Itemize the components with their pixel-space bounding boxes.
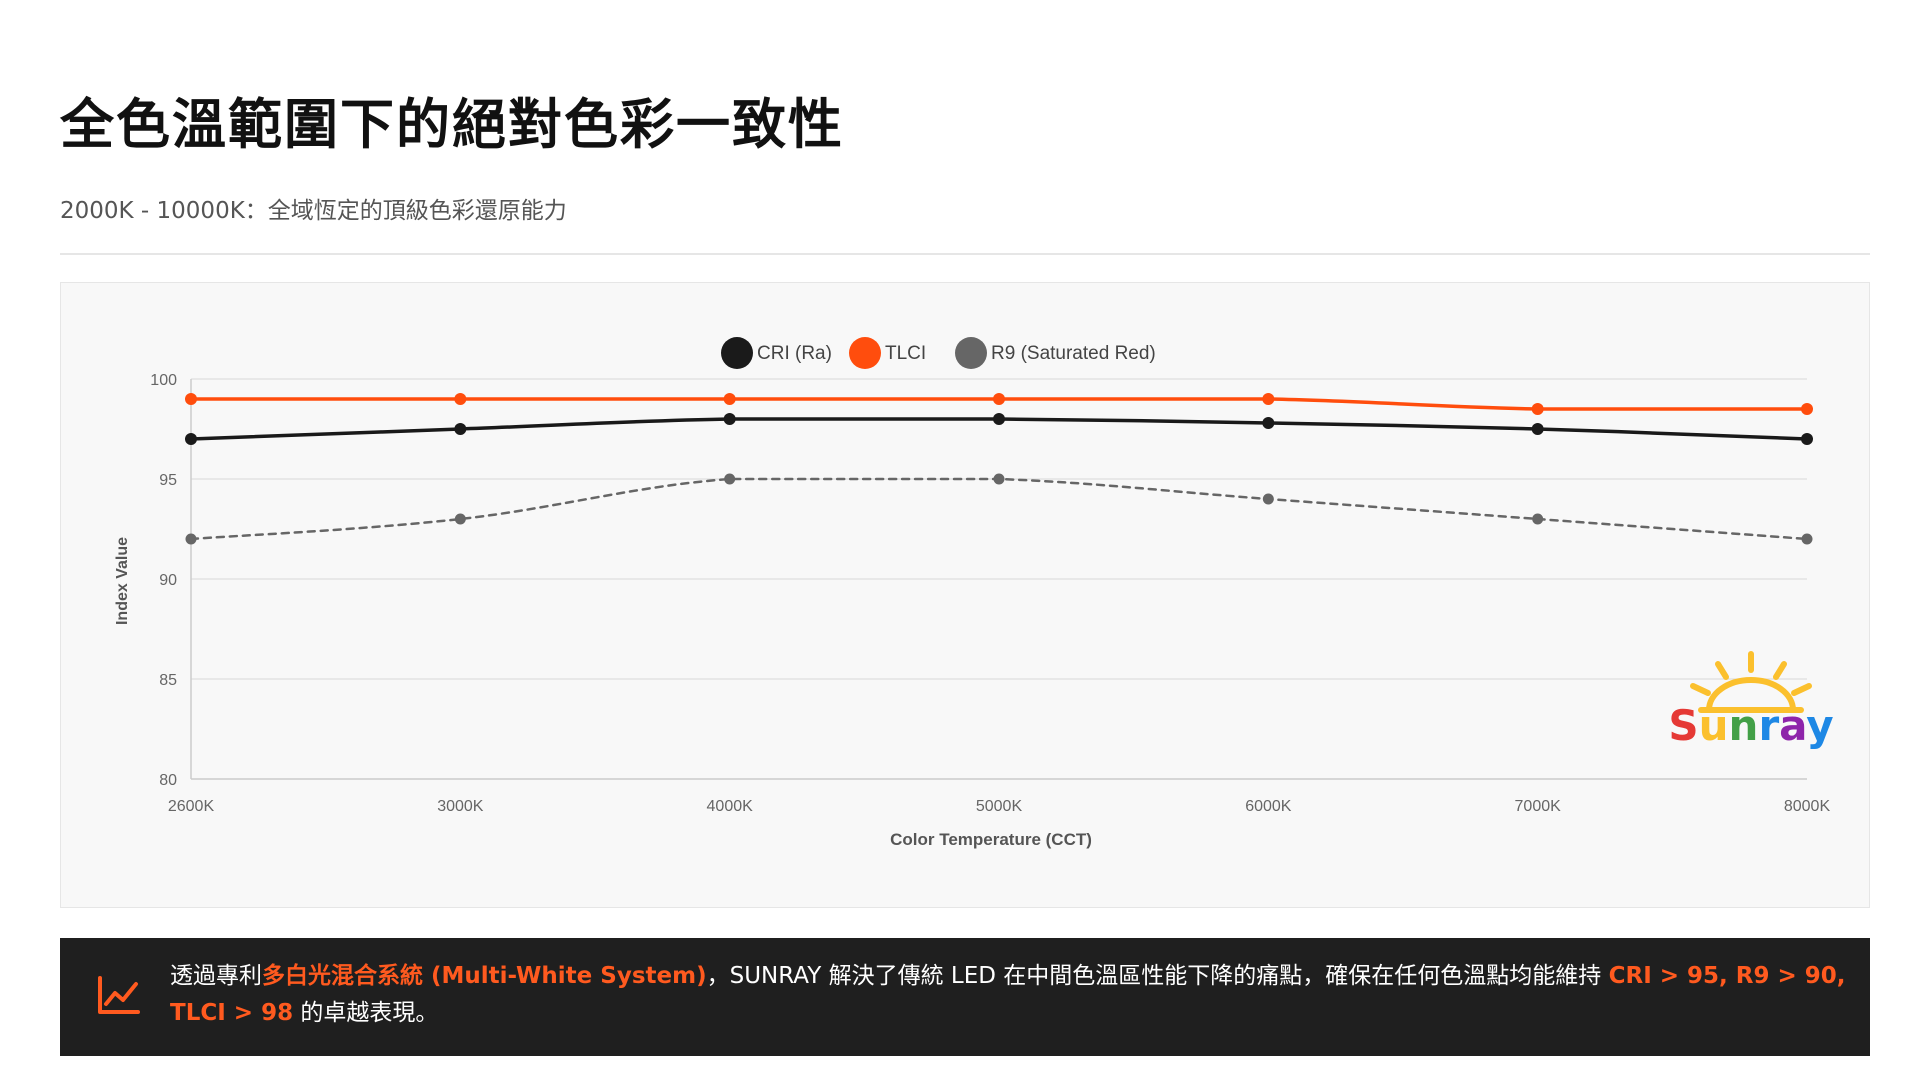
page-title: 全色溫範圍下的絕對色彩一致性 <box>60 93 844 156</box>
x-tick-label: 7000K <box>1515 798 1562 815</box>
data-point <box>185 433 197 445</box>
y-tick-label: 80 <box>159 772 177 789</box>
legend-swatch <box>721 337 753 369</box>
chart-axes: 80 85 90 95 100 2600K 3000K 4000K 5000K 6000K 7000… <box>150 372 1830 815</box>
banner-text-3: 的卓越表現。 <box>293 1000 439 1026</box>
data-point <box>185 533 197 545</box>
x-tick-label: 8000K <box>1784 798 1831 815</box>
chart-series <box>185 393 1813 545</box>
logo-letter: S <box>1668 701 1699 750</box>
info-banner: 透過專利多白光混合系統 (Multi-White System)，SUNRAY … <box>60 938 1870 1056</box>
logo-letter: r <box>1758 701 1780 750</box>
x-tick-label: 3000K <box>437 798 484 815</box>
data-point <box>1801 403 1813 415</box>
data-point <box>723 393 736 405</box>
x-axis-label: Color Temperature (CCT) <box>890 830 1092 849</box>
data-point <box>454 423 467 435</box>
logo-letter: n <box>1728 701 1759 750</box>
data-point <box>185 393 197 405</box>
x-tick-label: 5000K <box>976 798 1023 815</box>
data-point <box>993 473 1005 485</box>
banner-highlight-specs: CRI > 95, R9 > 90, TLCI > 98 <box>170 963 1846 1026</box>
data-point <box>724 473 736 485</box>
x-tick-label: 6000K <box>1245 798 1292 815</box>
logo-wordmark: Sunray <box>1661 698 1841 754</box>
series-line <box>189 477 1809 541</box>
data-point <box>1531 423 1544 435</box>
chart-legend: CRI (Ra) TLCI R9 (Saturated Red) <box>721 337 1156 369</box>
banner-highlight-system: 多白光混合系統 (Multi-White System) <box>262 963 707 989</box>
y-axis-label: Index Value <box>114 537 131 625</box>
legend-swatch <box>849 337 881 369</box>
y-tick-label: 85 <box>159 672 177 689</box>
page-subtitle: 2000K - 10000K：全域恆定的頂級色彩還原能力 <box>60 198 567 224</box>
y-tick-label: 90 <box>159 572 177 589</box>
banner-text-1: 透過專利 <box>170 963 262 989</box>
data-point <box>1262 493 1274 505</box>
logo-letter: y <box>1806 701 1834 750</box>
legend-swatch <box>955 337 987 369</box>
trend-line-icon <box>98 976 140 1014</box>
logo-letter: u <box>1698 701 1729 750</box>
data-point <box>1801 533 1813 545</box>
sunray-logo: Sunray <box>1661 648 1841 768</box>
data-point <box>1262 417 1275 429</box>
x-tick-label: 4000K <box>707 798 754 815</box>
y-tick-label: 95 <box>159 472 177 489</box>
banner-text-2: ，SUNRAY 解決了傳統 LED 在中間色溫區性能下降的痛點，確保在任何色溫點… <box>706 963 1609 989</box>
data-point <box>993 393 1005 405</box>
data-point <box>1262 393 1275 405</box>
data-point <box>993 413 1005 425</box>
y-tick-label: 100 <box>150 372 177 389</box>
x-tick-label: 2600K <box>168 798 215 815</box>
legend-label: TLCI <box>885 343 926 364</box>
data-point <box>454 513 466 525</box>
data-point <box>1532 513 1544 525</box>
divider <box>60 253 1870 255</box>
banner-text: 透過專利多白光混合系統 (Multi-White System)，SUNRAY … <box>170 958 1850 1032</box>
chart-panel: 80 85 90 95 100 2600K 3000K 4000K 5000K 6000K 7000… <box>60 282 1870 908</box>
data-point <box>723 413 736 425</box>
chart-grid <box>191 378 1807 780</box>
data-point <box>454 393 467 405</box>
data-point <box>1801 433 1813 445</box>
legend-label: CRI (Ra) <box>757 343 832 364</box>
logo-letter: a <box>1779 701 1807 750</box>
sun-icon <box>1690 651 1812 713</box>
data-point <box>1531 403 1544 415</box>
legend-label: R9 (Saturated Red) <box>991 343 1156 364</box>
line-chart: 80 85 90 95 100 2600K 3000K 4000K 5000K 6000K 7000… <box>114 337 1830 849</box>
